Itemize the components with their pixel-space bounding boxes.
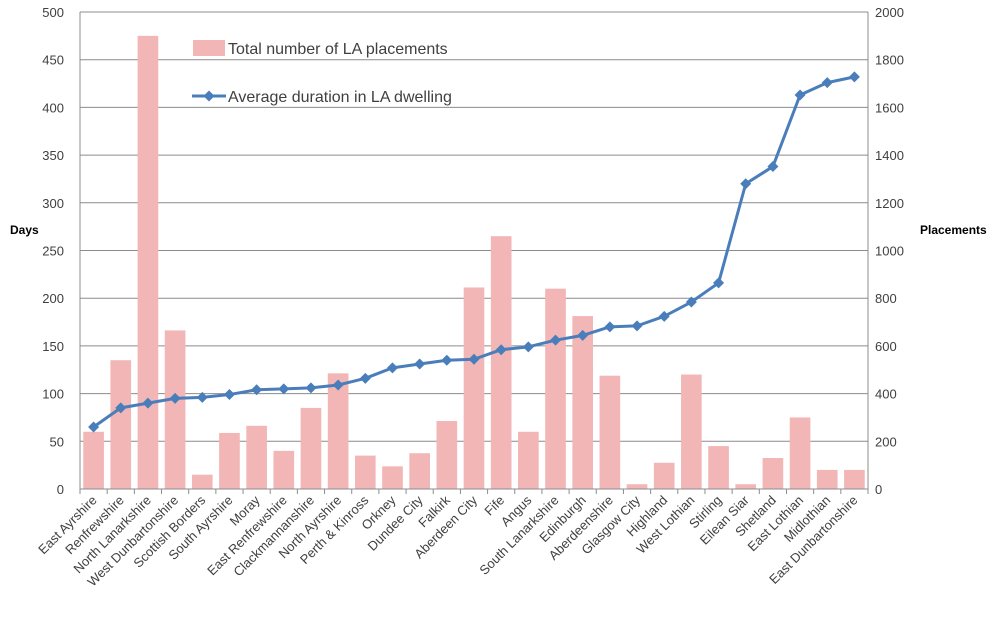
left-tick-label: 150 xyxy=(42,339,64,354)
right-axis-title: Placements xyxy=(920,223,987,237)
bar xyxy=(354,455,376,489)
bar xyxy=(518,431,539,489)
line-marker xyxy=(169,392,181,404)
bar xyxy=(490,236,512,489)
line-series xyxy=(88,71,860,433)
left-tick-label: 450 xyxy=(42,53,64,68)
bar xyxy=(409,453,430,489)
right-tick-label: 1400 xyxy=(875,148,904,163)
legend-bar-swatch xyxy=(193,40,225,56)
line-marker xyxy=(495,344,507,356)
line-marker xyxy=(522,341,534,353)
line-marker xyxy=(386,362,398,374)
bar xyxy=(436,421,458,489)
axes xyxy=(79,12,869,494)
bar xyxy=(191,474,213,489)
line-marker xyxy=(577,329,589,341)
bar xyxy=(463,287,485,489)
bar xyxy=(789,417,811,489)
right-tick-label: 400 xyxy=(875,387,897,402)
bar xyxy=(246,425,267,489)
legend-bar-label: Total number of LA placements xyxy=(228,41,448,58)
line-marker xyxy=(658,310,670,322)
bar xyxy=(844,469,865,489)
left-tick-label: 250 xyxy=(42,244,64,259)
line-marker xyxy=(821,77,833,89)
line-marker xyxy=(305,382,317,394)
legend: Total number of LA placements Average du… xyxy=(192,40,452,106)
line-marker xyxy=(767,161,779,173)
right-tick-label: 2000 xyxy=(875,5,904,20)
bar xyxy=(572,316,594,489)
line-marker xyxy=(359,372,371,384)
bar xyxy=(762,457,784,489)
bar xyxy=(545,288,566,489)
bar xyxy=(626,484,648,489)
line-marker xyxy=(278,383,290,395)
left-tick-label: 200 xyxy=(42,291,64,306)
right-tick-label: 1000 xyxy=(875,244,904,259)
line-marker xyxy=(794,89,806,101)
right-tick-label: 1600 xyxy=(875,100,904,115)
line-marker xyxy=(88,421,100,433)
bar-series xyxy=(83,35,865,489)
legend-line-marker xyxy=(203,90,215,102)
line-marker xyxy=(414,358,426,370)
right-tick-label: 200 xyxy=(875,434,897,449)
line-marker xyxy=(550,334,562,346)
left-tick-label: 100 xyxy=(42,387,64,402)
line-marker xyxy=(848,71,860,83)
bar xyxy=(681,374,702,489)
bar xyxy=(327,373,349,489)
line-marker xyxy=(631,320,643,332)
legend-line-label: Average duration in LA dwelling xyxy=(228,89,452,106)
bar xyxy=(219,432,240,489)
line-marker xyxy=(332,379,344,391)
bar xyxy=(300,407,322,489)
left-tick-label: 50 xyxy=(50,434,64,449)
line-marker xyxy=(196,391,208,403)
line-marker xyxy=(740,178,752,190)
line-marker xyxy=(604,321,616,333)
line-marker xyxy=(115,402,127,414)
right-tick-label: 800 xyxy=(875,291,897,306)
bar xyxy=(816,469,838,489)
line-marker xyxy=(251,384,263,396)
left-tick-label: 350 xyxy=(42,148,64,163)
line-marker xyxy=(142,397,154,409)
bar xyxy=(735,484,757,489)
bar xyxy=(382,466,403,489)
left-tick-label: 400 xyxy=(42,100,64,115)
bar xyxy=(273,450,295,489)
bar xyxy=(653,462,675,489)
line-marker xyxy=(223,389,235,401)
left-tick-label: 0 xyxy=(57,482,64,497)
bar xyxy=(164,330,186,489)
right-tick-label: 1800 xyxy=(875,53,904,68)
right-axis-ticks: 0 200 400 600 800 1000 1200 1400 1600 1800 2000 xyxy=(875,5,904,497)
left-tick-label: 300 xyxy=(42,196,64,211)
right-tick-label: 0 xyxy=(875,482,882,497)
left-axis-title: Days xyxy=(10,223,39,237)
bar xyxy=(83,431,104,489)
bar xyxy=(708,446,729,489)
line-marker xyxy=(713,277,725,289)
right-tick-label: 600 xyxy=(875,339,897,354)
line-marker xyxy=(685,296,697,308)
bar xyxy=(137,35,159,489)
left-tick-label: 500 xyxy=(42,5,64,20)
line-marker xyxy=(468,353,480,365)
bar xyxy=(110,360,132,489)
bar xyxy=(599,375,621,489)
left-axis-ticks: 0 50 100 150 200 250 300 350 400 450 500 xyxy=(42,5,64,497)
line-marker xyxy=(441,354,453,366)
right-tick-label: 1200 xyxy=(875,196,904,211)
